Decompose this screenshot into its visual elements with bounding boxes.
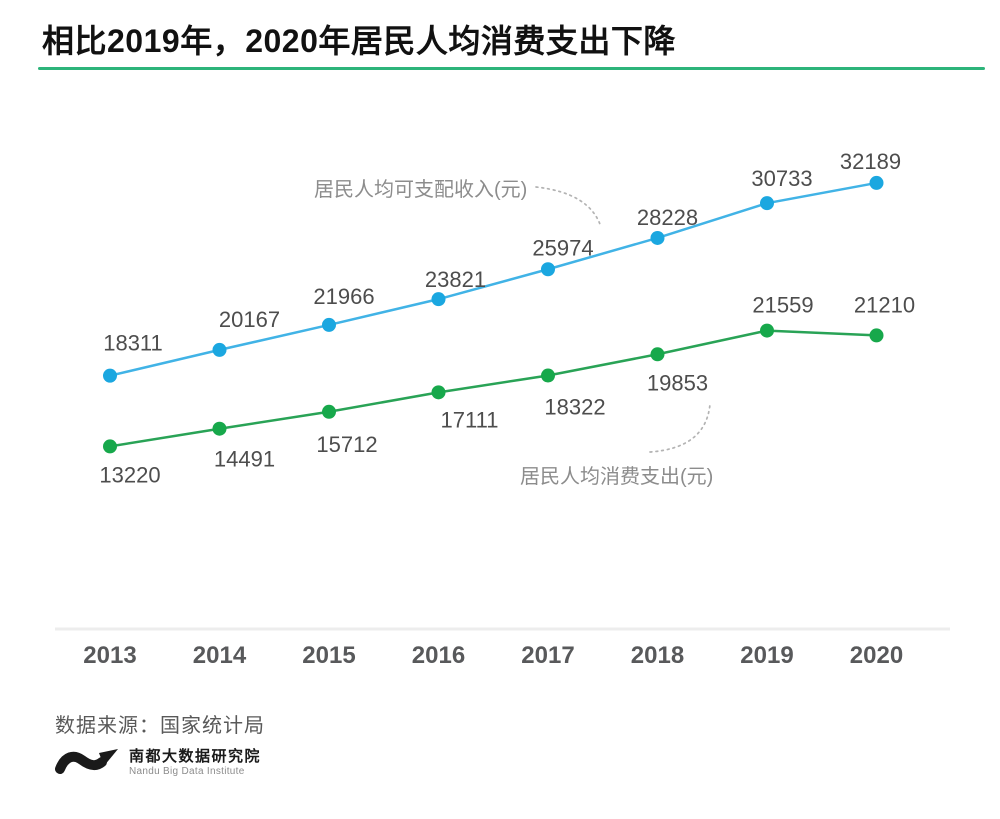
title-underline	[38, 67, 985, 70]
data-point-label: 21559	[752, 293, 813, 318]
data-point-label: 17111	[441, 407, 499, 432]
data-point	[103, 439, 117, 454]
data-point	[760, 323, 774, 338]
data-point-label: 18311	[103, 331, 163, 356]
data-point-label: 13220	[99, 462, 160, 487]
data-point-label: 14491	[214, 447, 275, 472]
x-axis-label: 2018	[631, 642, 684, 669]
data-point	[212, 421, 227, 436]
data-point	[541, 368, 555, 383]
series-line-1	[109, 329, 877, 448]
data-point-label: 28228	[637, 205, 698, 230]
data-point	[103, 368, 117, 383]
x-axis-label: 2017	[521, 642, 574, 669]
data-point	[431, 385, 446, 400]
data-point	[431, 292, 446, 307]
data-point-label: 23821	[425, 267, 486, 292]
logo-text-block: 南都大数据研究院 Nandu Big Data Institute	[129, 748, 261, 778]
data-point-label: 18322	[544, 395, 605, 420]
expense-series-label: 居民人均消费支出(元)	[520, 466, 714, 488]
data-point	[541, 262, 555, 277]
data-point-label: 21966	[313, 284, 374, 309]
x-axis-label: 2014	[193, 642, 247, 669]
data-point	[322, 317, 336, 332]
data-point-label: 21210	[854, 292, 915, 317]
x-axis-label: 2015	[302, 642, 355, 669]
data-point	[212, 342, 227, 357]
nandu-wave-logo-icon	[55, 749, 118, 774]
data-point	[760, 196, 774, 211]
data-point-label: 15712	[316, 432, 377, 457]
data-point	[869, 175, 884, 190]
logo-name-en: Nandu Big Data Institute	[129, 766, 245, 777]
data-point	[650, 230, 665, 245]
data-point	[650, 347, 665, 362]
logo: 南都大数据研究院 Nandu Big Data Institute	[55, 748, 261, 778]
income-annotation-arc	[535, 186, 602, 228]
expense-annotation-arc	[649, 403, 711, 453]
x-axis-label: 2019	[740, 642, 793, 669]
logo-name-cn: 南都大数据研究院	[129, 748, 262, 765]
x-axis-label: 2016	[412, 642, 465, 669]
data-point	[869, 328, 884, 343]
x-axis-label: 2020	[850, 642, 903, 669]
data-point-label: 25974	[532, 235, 593, 260]
x-axis-label: 2013	[83, 642, 136, 669]
data-point-label: 30733	[751, 166, 812, 191]
data-point-label: 19853	[647, 370, 708, 395]
data-point	[322, 404, 336, 419]
data-source-text: 数据来源：国家统计局	[55, 715, 265, 737]
data-point-label: 32189	[840, 149, 901, 174]
data-point-label: 20167	[219, 307, 280, 332]
chart-title: 相比2019年，2020年居民人均消费支出下降	[42, 23, 676, 59]
income-series-label: 居民人均可支配收入(元)	[314, 179, 528, 201]
series-line-0	[109, 181, 877, 377]
